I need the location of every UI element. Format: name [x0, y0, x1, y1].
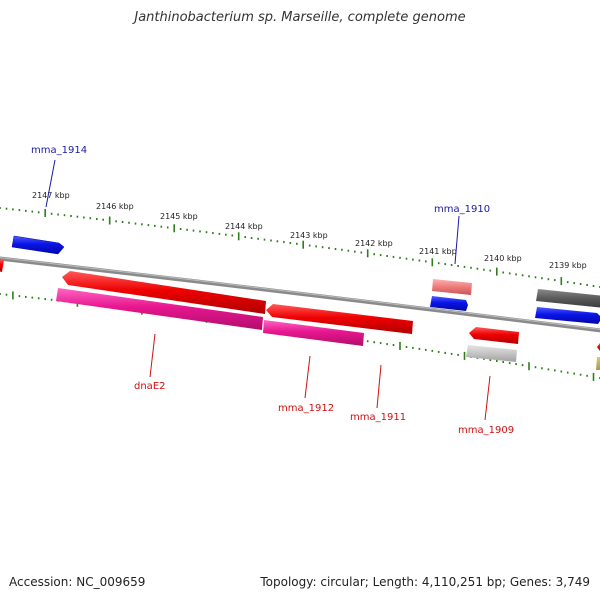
genome-backbone-highlight: [0, 257, 600, 330]
leader-dnaE2: [149, 333, 156, 378]
gene-dnaE2-block[interactable]: [56, 288, 263, 330]
ruler-labels: 2147 kbp 2146 kbp 2145 kbp 2144 kbp 2143…: [32, 191, 587, 270]
page-title: Janthinobacterium sp. Marseille, complet…: [134, 10, 466, 25]
outer-tick-ruler: [0, 207, 600, 288]
feature-label-mma-1910[interactable]: mma_1910: [434, 204, 490, 215]
genome-backbone: [0, 256, 600, 333]
ruler-label: 2139 kbp: [549, 261, 587, 270]
ruler-label: 2142 kbp: [355, 239, 393, 248]
ruler-label: 2141 kbp: [419, 247, 457, 256]
gene-mma-1910-block[interactable]: [432, 279, 472, 295]
gene-mma-1914-arrow[interactable]: [11, 235, 65, 255]
accession-label: Accession: NC_009659: [9, 575, 146, 589]
leader-mma-1914: [45, 159, 56, 208]
gene-blue-arrow-mid[interactable]: [430, 296, 468, 311]
gene-dark-block[interactable]: [536, 289, 600, 308]
ruler-label: 2145 kbp: [160, 212, 198, 221]
label-leaders: [45, 159, 491, 421]
leader-mma-1912: [304, 355, 311, 399]
feature-label-mma-1914[interactable]: mma_1914: [31, 145, 87, 156]
ruler-label: 2144 kbp: [225, 222, 263, 231]
ruler-label: 2143 kbp: [290, 231, 328, 240]
gene-edge-red-fragment[interactable]: [0, 259, 4, 272]
feature-label-mma-1911[interactable]: mma_1911: [350, 412, 406, 423]
gene-red-long-arrow[interactable]: [62, 271, 266, 314]
gene-light-grey-block[interactable]: [466, 345, 517, 362]
ruler-label: 2140 kbp: [484, 254, 522, 263]
feature-label-mma-1909[interactable]: mma_1909: [458, 425, 514, 436]
ruler-label: 2146 kbp: [96, 202, 134, 211]
feature-label-dnaE2[interactable]: dnaE2: [134, 381, 166, 392]
leader-mma-1909: [484, 375, 491, 421]
gene-red-arrow-2[interactable]: [266, 304, 413, 334]
leader-mma-1911: [376, 364, 382, 409]
gene-red-edge-arrow[interactable]: [597, 343, 600, 351]
genome-summary: Topology: circular; Length: 4,110,251 bp…: [260, 575, 590, 589]
gene-blue-arrow-right[interactable]: [535, 307, 600, 324]
ruler-label: 2147 kbp: [32, 191, 70, 200]
gene-mma-1909-arrow[interactable]: [469, 327, 519, 344]
gene-olive-edge-block[interactable]: [596, 357, 600, 370]
leader-mma-1910: [454, 215, 460, 265]
feature-label-mma-1912[interactable]: mma_1912: [278, 403, 334, 414]
gene-mma-1912-block[interactable]: [263, 320, 364, 346]
